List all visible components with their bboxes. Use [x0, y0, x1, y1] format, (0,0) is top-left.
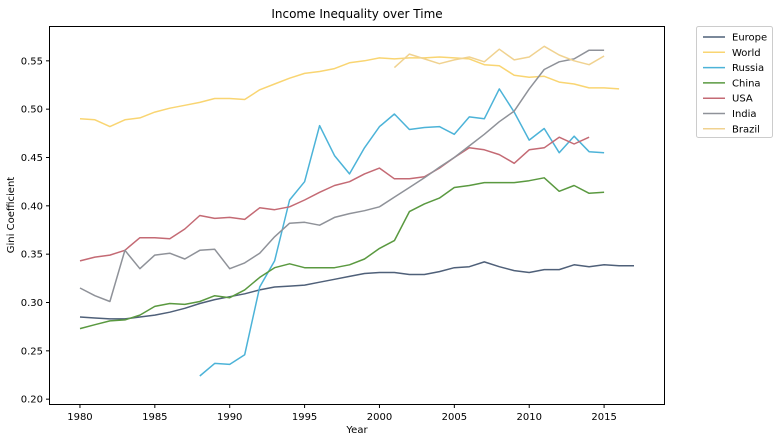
series-line-india	[79, 49, 605, 303]
y-tick-label: 0.30	[21, 298, 43, 309]
series-line-china	[79, 177, 605, 330]
x-tick-label: 1990	[217, 412, 242, 423]
legend: Europe World Russia China USA India Brazil	[696, 26, 773, 138]
x-tick-label: 1980	[67, 412, 92, 423]
legend-box	[696, 26, 773, 138]
legend-label-india: India	[732, 109, 757, 120]
series-line-usa	[79, 136, 590, 262]
series-line-brazil	[393, 45, 605, 69]
x-axis: 1980 1985 1990 1995 2000 2005 2010 2015	[67, 404, 617, 423]
legend-label-world: World	[732, 48, 761, 59]
series-line-russia	[199, 88, 605, 377]
legend-label-usa: USA	[732, 94, 753, 105]
y-tick-label: 0.55	[21, 56, 43, 67]
legend-label-europe: Europe	[732, 33, 767, 44]
x-tick-label: 2005	[442, 412, 467, 423]
x-tick-label: 2015	[591, 412, 616, 423]
x-tick-label: 2010	[516, 412, 541, 423]
x-tick-label: 1985	[142, 412, 167, 423]
y-axis-label: Gini Coefficient	[6, 177, 17, 254]
y-tick-label: 0.45	[21, 153, 43, 164]
x-tick-label: 1995	[292, 412, 317, 423]
y-tick-label: 0.40	[21, 201, 43, 212]
x-axis-label: Year	[345, 425, 368, 436]
y-tick-label: 0.50	[21, 105, 43, 116]
y-tick-label: 0.35	[21, 250, 43, 261]
series-line-europe	[79, 261, 634, 320]
x-tick-label: 2000	[367, 412, 392, 423]
plot-lines	[79, 45, 634, 377]
series-line-world	[79, 56, 620, 128]
plot-frame	[49, 26, 665, 405]
legend-label-china: China	[732, 78, 761, 89]
legend-label-brazil: Brazil	[732, 124, 760, 135]
chart-title: Income Inequality over Time	[271, 7, 442, 21]
y-tick-label: 0.20	[21, 395, 43, 406]
legend-label-russia: Russia	[732, 63, 764, 74]
y-tick-label: 0.25	[21, 346, 43, 357]
y-axis: 0.20 0.25 0.30 0.35 0.40 0.45 0.50 0.55	[21, 56, 50, 406]
